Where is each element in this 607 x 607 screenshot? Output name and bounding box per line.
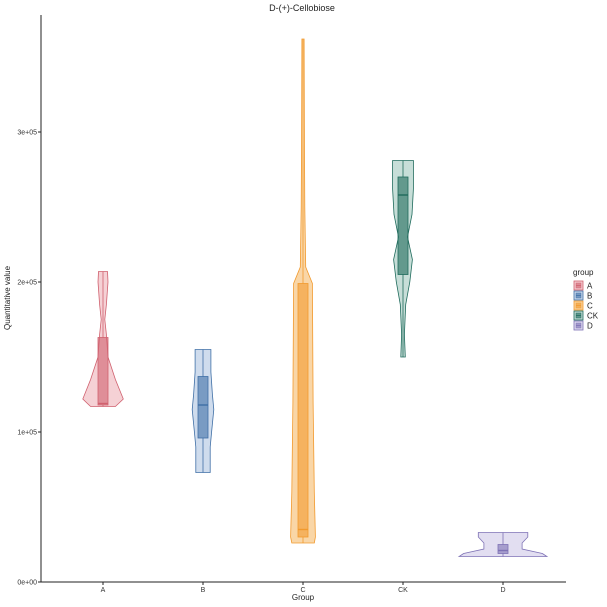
legend-label: D	[587, 322, 593, 331]
violin-group-d	[457, 532, 549, 557]
plot-area	[82, 38, 549, 557]
y-tick-label: 1e+05	[17, 430, 37, 437]
violin-group-ck	[392, 160, 414, 358]
y-tick-label: 2e+05	[17, 280, 37, 287]
legend-key	[573, 310, 584, 321]
box	[497, 544, 509, 554]
y-axis-title: Quantitative value	[3, 265, 12, 330]
x-tick-label: CK	[398, 587, 408, 594]
violin-group-b	[191, 349, 215, 473]
legend-key	[573, 280, 584, 291]
y-tick-label: 3e+05	[17, 130, 37, 137]
legend-key	[573, 320, 584, 331]
legend-key	[573, 300, 584, 311]
chart-title: D-(+)-Cellobiose	[269, 3, 335, 13]
y-axis-ticks: 0e+00 1e+05 2e+05 3e+05	[17, 130, 41, 587]
x-axis-ticks: A B C CK D	[101, 582, 506, 594]
violin-group-a	[82, 271, 124, 407]
box	[397, 176, 409, 275]
legend-label: CK	[587, 312, 599, 321]
x-tick-label: B	[201, 587, 206, 594]
x-tick-label: D	[500, 587, 505, 594]
x-tick-label: C	[300, 587, 305, 594]
violin-group-c	[290, 38, 316, 544]
box	[297, 283, 309, 538]
legend-label: B	[587, 292, 592, 301]
legend-label: C	[587, 302, 593, 311]
box	[197, 376, 209, 439]
legend-label: A	[587, 282, 593, 291]
legend-title: group	[573, 268, 594, 277]
x-tick-label: A	[101, 587, 106, 594]
legend-key	[573, 290, 584, 301]
y-tick-label: 0e+00	[17, 580, 37, 587]
box	[97, 337, 109, 406]
x-axis-title: Group	[292, 593, 315, 602]
